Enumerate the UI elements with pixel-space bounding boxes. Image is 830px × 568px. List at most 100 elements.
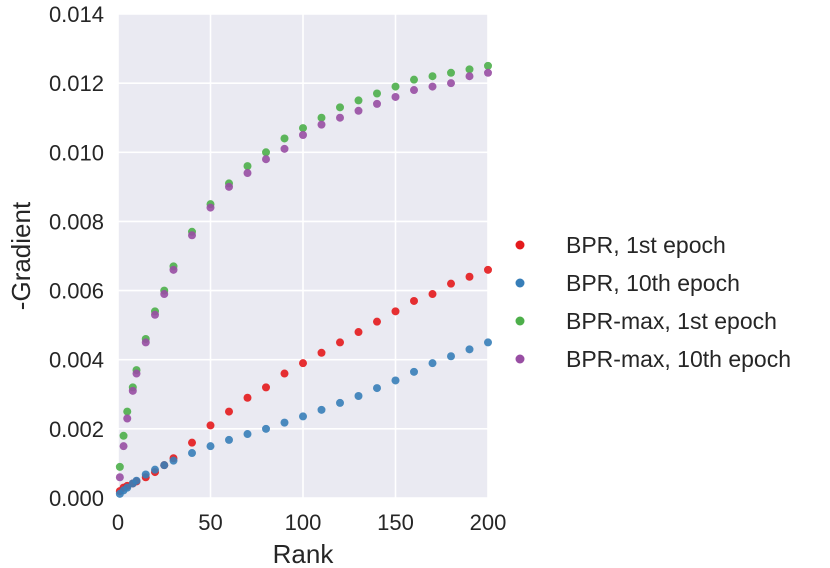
data-point — [115, 462, 124, 471]
data-point — [465, 272, 474, 281]
data-point — [119, 442, 128, 451]
data-point — [465, 345, 474, 354]
legend-marker — [515, 316, 525, 326]
data-point — [447, 279, 455, 288]
data-point — [280, 144, 289, 153]
data-point — [391, 82, 400, 91]
data-point — [428, 359, 437, 368]
data-point — [206, 203, 215, 212]
data-point — [373, 317, 381, 326]
series-2 — [115, 338, 492, 498]
data-point — [243, 162, 252, 171]
y-tick-label: 0.002 — [49, 417, 104, 442]
x-tick-label: 50 — [198, 510, 222, 535]
data-point — [484, 338, 492, 347]
data-point — [373, 384, 381, 393]
data-point — [410, 86, 418, 95]
data-point — [428, 82, 437, 91]
y-tick-label: 0.014 — [49, 2, 104, 27]
data-point — [299, 359, 307, 368]
data-point — [188, 449, 196, 458]
data-point — [132, 476, 141, 485]
data-point — [354, 392, 363, 401]
data-point — [225, 435, 233, 444]
data-point — [336, 338, 344, 347]
x-tick-label: 200 — [470, 510, 507, 535]
data-point — [188, 438, 196, 447]
data-point — [151, 310, 159, 319]
y-tick-label: 0.004 — [49, 348, 104, 373]
data-point — [428, 72, 437, 81]
legend-label: BPR-max, 10th epoch — [566, 346, 791, 372]
data-point — [123, 414, 132, 423]
x-axis-label: Rank — [273, 539, 335, 568]
data-point — [354, 96, 363, 105]
data-point — [465, 72, 474, 81]
x-tick-label: 150 — [377, 510, 414, 535]
data-point — [280, 418, 289, 427]
data-point — [132, 369, 141, 378]
data-point — [484, 265, 492, 274]
legend-marker — [515, 354, 525, 364]
y-axis-ticks: 0.000 0.002 0.004 0.006 0.008 0.010 0.012 0.014 — [49, 2, 104, 511]
data-point — [391, 307, 400, 316]
legend-marker — [515, 240, 525, 250]
legend-label: BPR-max, 1st epoch — [566, 308, 777, 334]
data-point — [169, 265, 178, 274]
series-4 — [115, 68, 492, 482]
data-point — [391, 376, 400, 385]
data-point — [373, 99, 381, 108]
data-point — [317, 113, 326, 122]
y-tick-label: 0.012 — [49, 71, 104, 96]
y-tick-label: 0.000 — [49, 486, 104, 511]
data-point — [484, 68, 492, 77]
data-point — [280, 134, 289, 143]
y-tick-label: 0.010 — [49, 140, 104, 165]
x-tick-label: 100 — [285, 510, 322, 535]
data-point — [151, 465, 159, 474]
data-point — [410, 367, 418, 376]
data-point — [410, 75, 418, 84]
data-point — [299, 131, 307, 139]
data-point — [115, 473, 124, 482]
data-point — [391, 92, 400, 101]
data-point — [169, 456, 178, 465]
data-point — [262, 155, 270, 164]
data-point — [160, 290, 169, 299]
data-point — [160, 461, 169, 470]
data-point — [484, 61, 492, 70]
data-point — [225, 407, 233, 416]
data-point — [317, 348, 326, 357]
data-point — [262, 148, 270, 157]
data-point — [428, 290, 437, 299]
data-point — [243, 393, 252, 402]
data-point — [447, 79, 455, 88]
data-point — [410, 296, 418, 305]
data-point — [447, 68, 455, 77]
y-axis-label: -Gradient — [6, 201, 36, 310]
data-point — [465, 65, 474, 74]
data-point — [317, 120, 326, 129]
legend-label: BPR, 10th epoch — [566, 270, 740, 296]
data-point — [299, 412, 307, 421]
y-tick-label: 0.006 — [49, 279, 104, 304]
data-point — [141, 470, 150, 479]
data-point — [317, 405, 326, 414]
data-point — [243, 430, 252, 439]
legend-marker — [515, 278, 525, 288]
data-point — [123, 483, 132, 492]
grid-lines — [117, 13, 489, 499]
y-tick-label: 0.008 — [49, 209, 104, 234]
data-point — [447, 352, 455, 361]
data-point — [336, 103, 344, 112]
data-point — [188, 231, 196, 240]
data-point — [141, 338, 150, 347]
data-point — [373, 89, 381, 98]
data-point — [354, 328, 363, 337]
data-point — [225, 182, 233, 191]
data-point — [262, 383, 270, 392]
data-point — [206, 442, 215, 451]
data-point — [119, 431, 128, 440]
data-point — [280, 369, 289, 378]
